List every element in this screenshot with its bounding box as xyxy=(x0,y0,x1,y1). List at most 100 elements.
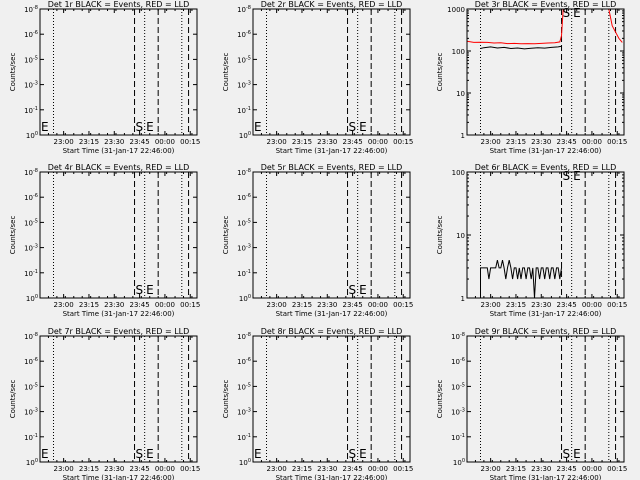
end-marker: E xyxy=(359,120,367,134)
start-marker: S xyxy=(563,169,571,183)
y-tick-label: 10 xyxy=(456,232,465,240)
y-tick-label: 10-3 xyxy=(24,81,38,90)
x-tick-label: 00:15 xyxy=(393,465,413,473)
y-tick-label: 10-5 xyxy=(237,55,251,64)
detector-plot-3: Det 3r BLACK = Events, RED = LLD 1 10 100 10… xyxy=(436,0,627,155)
detector-plot-2: Det 2r BLACK = Events, RED = LLD 100 10-1 1… xyxy=(222,0,413,155)
x-tick-label: 23:15 xyxy=(506,138,526,146)
y-tick-label: 10-8 xyxy=(237,5,251,14)
x-tick-label: 23:45 xyxy=(130,301,150,309)
x-tick-label: 23:15 xyxy=(292,301,312,309)
x-tick-label: 00:00 xyxy=(368,138,388,146)
plot-title: Det 7r BLACK = Events, RED = LLD xyxy=(48,327,190,336)
y-axis-label: Counts/sec xyxy=(9,380,17,419)
y-tick-label: 10 xyxy=(456,90,465,98)
x-tick-label: 23:30 xyxy=(104,301,124,309)
plot-frame xyxy=(466,171,625,299)
plot-title: Det 3r BLACK = Events, RED = LLD xyxy=(475,0,617,9)
y-tick-label: 100 xyxy=(26,294,38,303)
series-line-1 xyxy=(480,259,562,299)
y-tick-label: 100 xyxy=(239,131,251,140)
y-tick-label: 10-6 xyxy=(451,357,465,366)
x-tick-label: 23:45 xyxy=(343,465,363,473)
x-tick-label: 23:30 xyxy=(531,465,551,473)
y-tick-label: 10-1 xyxy=(237,106,251,115)
plot-frame xyxy=(39,8,198,136)
x-tick-label: 00:00 xyxy=(368,465,388,473)
x-tick-label: 23:45 xyxy=(557,301,577,309)
x-tick-label: 23:15 xyxy=(292,465,312,473)
end-marker: E xyxy=(146,120,154,134)
y-tick-label: 10-6 xyxy=(24,193,38,202)
y-tick-label: 10-1 xyxy=(24,433,38,442)
y-tick-label: 10-1 xyxy=(237,433,251,442)
x-axis-label: Start Time (31-Jan-17 22:46:00) xyxy=(63,147,175,155)
y-tick-label: 1000 xyxy=(447,6,465,14)
x-tick-label: 00:15 xyxy=(607,301,627,309)
x-tick-label: 23:00 xyxy=(481,138,501,146)
y-axis-label: Counts/sec xyxy=(436,380,444,419)
y-tick-label: 10-5 xyxy=(24,382,38,391)
x-tick-label: 23:00 xyxy=(54,465,74,473)
x-tick-label: 00:00 xyxy=(582,465,602,473)
x-tick-label: 23:15 xyxy=(79,465,99,473)
x-tick-label: 23:30 xyxy=(104,138,124,146)
x-tick-label: 23:00 xyxy=(481,301,501,309)
end-marker: E xyxy=(573,447,581,461)
x-axis-label: Start Time (31-Jan-17 22:46:00) xyxy=(276,310,388,318)
end-marker: E xyxy=(573,169,581,183)
x-tick-label: 00:00 xyxy=(582,138,602,146)
detector-plot-9: Det 9r BLACK = Events, RED = LLD 100 10-1 1… xyxy=(436,327,627,480)
x-tick-label: 23:30 xyxy=(317,465,337,473)
detector-plot-1: Det 1r BLACK = Events, RED = LLD 100 10-1 1… xyxy=(9,0,200,155)
detector-plot-5: Det 5r BLACK = Events, RED = LLD 100 10-1 1… xyxy=(222,163,413,318)
x-tick-label: 00:15 xyxy=(180,301,200,309)
x-axis-label: Start Time (31-Jan-17 22:46:00) xyxy=(63,310,175,318)
series-line-2 xyxy=(466,8,623,45)
plot-frame xyxy=(252,171,411,299)
y-tick-label: 10-3 xyxy=(451,408,465,417)
x-axis-label: Start Time (31-Jan-17 22:46:00) xyxy=(490,147,602,155)
plot-frame xyxy=(39,171,198,299)
x-axis-label: Start Time (31-Jan-17 22:46:00) xyxy=(63,474,175,480)
plot-title: Det 8r BLACK = Events, RED = LLD xyxy=(261,327,403,336)
y-tick-label: 10-3 xyxy=(237,81,251,90)
x-tick-label: 00:00 xyxy=(155,138,175,146)
y-tick-label: 100 xyxy=(452,48,465,56)
plot-frame xyxy=(252,335,411,463)
x-tick-label: 00:15 xyxy=(607,465,627,473)
y-axis-label: Counts/sec xyxy=(222,53,230,92)
x-tick-label: 00:00 xyxy=(368,301,388,309)
x-axis-label: Start Time (31-Jan-17 22:46:00) xyxy=(490,474,602,480)
plot-title: Det 4r BLACK = Events, RED = LLD xyxy=(48,163,190,172)
y-tick-label: 10-6 xyxy=(237,30,251,39)
x-tick-label: 23:00 xyxy=(54,138,74,146)
y-tick-label: 100 xyxy=(239,294,251,303)
x-axis-label: Start Time (31-Jan-17 22:46:00) xyxy=(276,147,388,155)
y-axis-label: Counts/sec xyxy=(436,53,444,92)
x-tick-label: 23:15 xyxy=(79,301,99,309)
x-tick-label: 23:30 xyxy=(104,465,124,473)
y-tick-label: 10-1 xyxy=(24,106,38,115)
x-tick-label: 00:15 xyxy=(607,138,627,146)
x-tick-label: 23:45 xyxy=(557,138,577,146)
end-marker: E xyxy=(146,447,154,461)
detector-plot-7: Det 7r BLACK = Events, RED = LLD 100 10-1 1… xyxy=(9,327,200,480)
start-marker: S xyxy=(136,120,144,134)
x-tick-label: 23:00 xyxy=(267,138,287,146)
y-tick-label: 1 xyxy=(461,295,465,303)
y-tick-label: 10-6 xyxy=(237,357,251,366)
y-axis-label: Counts/sec xyxy=(222,216,230,255)
x-axis-label: Start Time (31-Jan-17 22:46:00) xyxy=(490,310,602,318)
y-tick-label: 10-5 xyxy=(237,382,251,391)
x-tick-label: 00:15 xyxy=(393,301,413,309)
x-tick-label: 23:30 xyxy=(317,301,337,309)
detector-plot-8: Det 8r BLACK = Events, RED = LLD 100 10-1 1… xyxy=(222,327,413,480)
x-tick-label: 23:15 xyxy=(292,138,312,146)
y-tick-label: 10-5 xyxy=(451,382,465,391)
y-axis-label: Counts/sec xyxy=(9,53,17,92)
start-marker: S xyxy=(563,6,571,20)
x-tick-label: 23:15 xyxy=(506,465,526,473)
series-line-1 xyxy=(480,45,562,50)
